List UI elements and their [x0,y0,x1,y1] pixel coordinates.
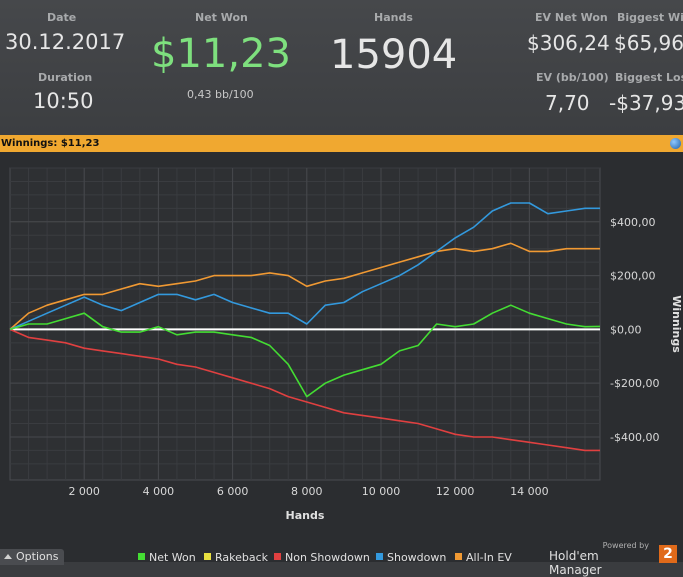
y-axis-title: Winnings [670,295,683,353]
x-tick-label: 12 000 [436,485,475,498]
legend-rakeback[interactable]: Rakeback [204,551,268,564]
date-label: Date [47,11,77,24]
legend-net-won-label: Net Won [149,551,196,564]
ev-net-won-value: $306,24 [527,31,610,55]
x-tick-label: 2 000 [68,485,100,498]
plot-background [9,167,601,481]
x-tick-label: 8 000 [291,485,323,498]
legend-non-showdown-swatch [274,553,281,560]
session-summary-header: Date 30.12.2017 Duration 10:50 Net Won $… [0,0,683,135]
winnings-chart: 2 000 4 000 6 000 8 000 10 000 12 000 14 000 $4… [9,167,683,522]
series-line-all-in-ev [9,242,600,331]
duration-label: Duration [38,71,93,84]
hands-value: 15904 [330,32,458,78]
legend-net-won[interactable]: Net Won [138,551,196,564]
y-tick-label: -$200,00 [610,377,659,390]
globe-icon[interactable] [670,138,681,149]
x-tick-label: 6 000 [217,485,249,498]
duration-value: 10:50 [33,89,94,113]
ev-net-won-label: EV Net Won [535,11,608,24]
biggest-loss-label: Biggest Loss [615,71,683,84]
y-tick-label: $400,00 [610,216,656,229]
brand-logo: Powered by Hold'em Manager 2 [549,541,679,577]
winnings-banner: Winnings: $11,23 [0,135,683,152]
biggest-win-label: Biggest Win [617,11,683,24]
hands-label: Hands [374,11,413,24]
legend-rakeback-label: Rakeback [215,551,269,564]
legend-non-showdown[interactable]: Non Showdown [274,551,370,564]
legend-showdown-label: Showdown [387,551,447,564]
options-label: Options [16,550,59,563]
y-tick-label: $0,00 [610,323,642,336]
legend-rakeback-swatch [204,553,211,560]
y-tick-label: -$400,00 [610,431,659,444]
legend-all-in-ev[interactable]: All-In EV [455,551,512,564]
x-tick-label: 14 000 [510,485,549,498]
legend-all-in-ev-label: All-In EV [466,551,512,564]
biggest-win-value: $65,96 [614,31,683,55]
y-tick-label: $200,00 [610,270,656,283]
ev-bb-value: 7,70 [545,91,590,115]
legend-showdown[interactable]: Showdown [376,551,446,564]
legend-non-showdown-label: Non Showdown [285,551,370,564]
series-line-net-won [9,304,601,398]
x-axis-title: Hands [286,509,325,522]
series-line-showdown [9,202,600,331]
date-value: 30.12.2017 [5,30,126,54]
net-won-value: $11,23 [151,31,291,77]
brand-powered-text: Powered by [602,541,649,550]
options-button[interactable]: Options [0,549,64,565]
net-won-label: Net Won [195,11,248,24]
x-tick-label: 4 000 [143,485,175,498]
winnings-banner-text: Winnings: $11,23 [1,138,100,149]
ev-bb-label: EV (bb/100) [536,71,609,84]
options-expand-icon [4,554,12,559]
legend-showdown-swatch [376,553,383,560]
legend-net-won-swatch [138,553,145,560]
bb-per-100-value: 0,43 bb/100 [187,88,254,101]
biggest-loss-value: -$37,93 [609,91,683,115]
legend-all-in-ev-swatch [455,553,462,560]
brand-version-badge: 2 [659,545,677,563]
series-line-non-showdown [9,328,600,452]
x-tick-label: 10 000 [362,485,401,498]
brand-name-text: Hold'em Manager [549,549,602,577]
